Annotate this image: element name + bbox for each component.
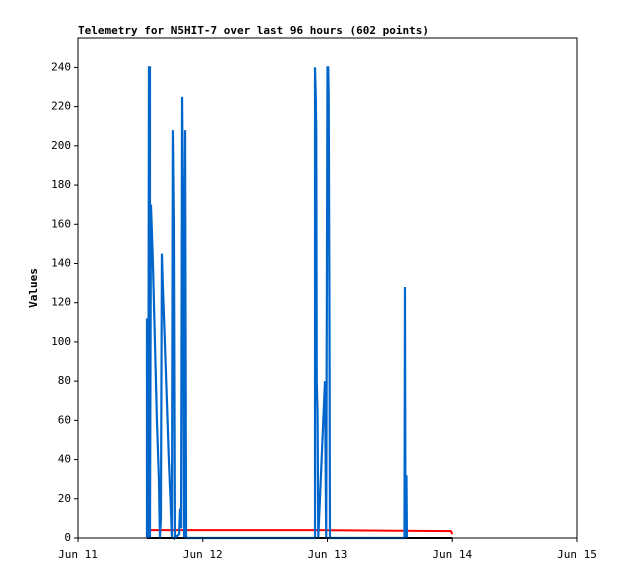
x-tick-label: Jun 13	[308, 548, 348, 561]
series-line	[145, 66, 409, 541]
chart-title: Telemetry for N5HIT-7 over last 96 hours…	[78, 24, 429, 37]
x-tick-label: Jun 11	[58, 548, 98, 561]
y-tick-label: 140	[51, 256, 71, 269]
y-tick-label: 160	[51, 217, 71, 230]
y-tick-label: 20	[58, 492, 71, 505]
y-tick-label: 0	[64, 531, 71, 544]
x-tick-label: Jun 14	[432, 548, 472, 561]
x-tick-label: Jun 15	[557, 548, 597, 561]
series-line	[149, 529, 454, 535]
y-axis-label: Values	[27, 268, 40, 308]
y-tick-label: 40	[58, 453, 71, 466]
x-tick-label: Jun 12	[183, 548, 223, 561]
y-tick-label: 220	[51, 100, 71, 113]
y-tick-label: 200	[51, 139, 71, 152]
y-tick-label: 100	[51, 335, 71, 348]
y-tick-label: 120	[51, 296, 71, 309]
y-tick-label: 80	[58, 374, 71, 387]
y-tick-label: 180	[51, 178, 71, 191]
y-tick-label: 240	[51, 60, 71, 73]
y-tick-label: 60	[58, 413, 71, 426]
